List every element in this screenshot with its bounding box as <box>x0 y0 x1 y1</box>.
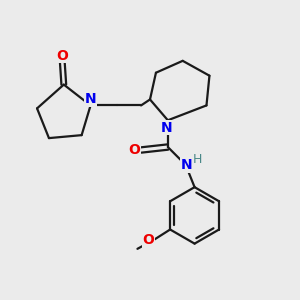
Text: N: N <box>181 158 192 172</box>
Text: O: O <box>129 143 140 157</box>
Text: N: N <box>160 121 172 135</box>
Text: O: O <box>142 233 154 247</box>
Text: H: H <box>192 153 202 166</box>
Text: O: O <box>56 49 68 63</box>
Text: N: N <box>85 92 96 106</box>
